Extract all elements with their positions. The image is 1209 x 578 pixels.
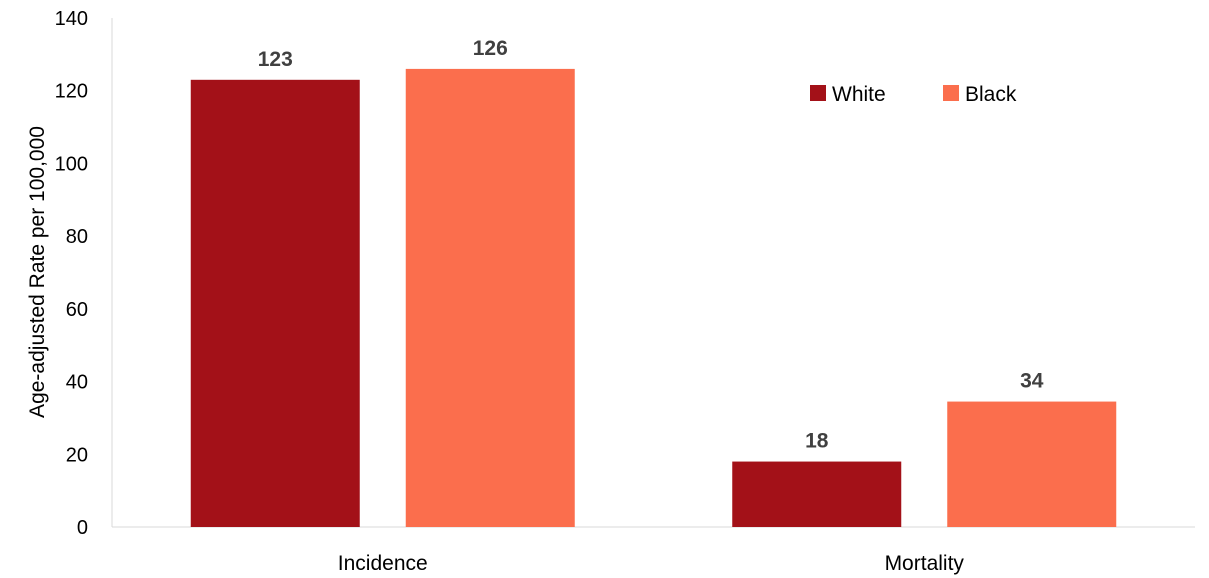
y-axis-ticks: 0 20 40 60 80 100 120 140 <box>55 8 88 539</box>
x-category-label: Incidence <box>338 552 428 575</box>
y-tick-label: 20 <box>66 444 88 466</box>
data-label: 18 <box>805 430 829 453</box>
y-tick-label: 0 <box>77 517 88 539</box>
y-tick-label: 40 <box>66 372 88 394</box>
legend-swatch-black <box>943 85 959 101</box>
y-tick-label: 140 <box>55 8 88 30</box>
data-label: 123 <box>258 48 293 71</box>
data-labels: 123 126 18 34 <box>258 37 1044 453</box>
bar-black-incidence <box>405 68 575 528</box>
data-label: 34 <box>1020 370 1044 393</box>
y-tick-label: 60 <box>66 299 88 321</box>
legend-label-white: White <box>832 83 886 106</box>
legend-label-black: Black <box>965 83 1017 106</box>
bar-black-mortality <box>947 401 1117 527</box>
legend: White Black <box>810 83 1017 106</box>
bar-white-mortality <box>732 461 902 527</box>
x-category-label: Mortality <box>885 552 965 575</box>
bars <box>190 68 1117 528</box>
y-tick-label: 120 <box>55 81 88 103</box>
x-axis-category-labels: Incidence Mortality <box>338 552 965 575</box>
y-tick-label: 100 <box>55 153 88 175</box>
y-tick-label: 80 <box>66 226 88 248</box>
legend-swatch-white <box>810 85 826 101</box>
data-label: 126 <box>473 37 508 60</box>
y-axis-title: Age-adjusted Rate per 100,000 <box>26 126 49 418</box>
bar-white-incidence <box>190 79 360 528</box>
